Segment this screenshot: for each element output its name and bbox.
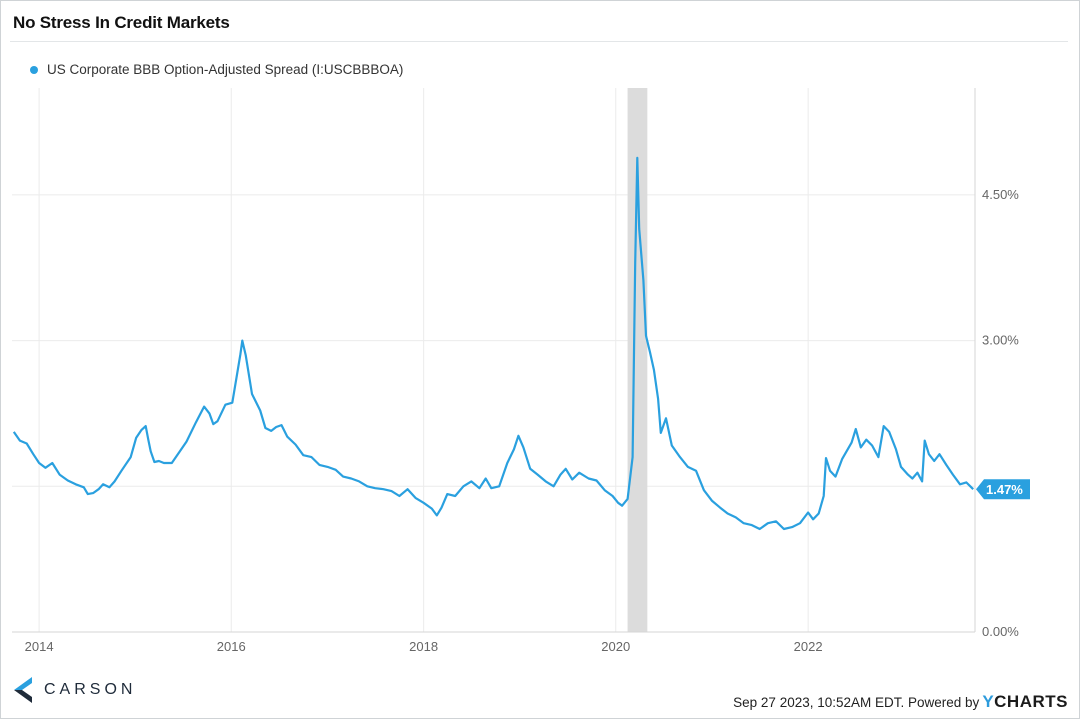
- series-line-usbbb-oas: [12, 156, 974, 531]
- footer-timestamp: Sep 27 2023, 10:52AM EDT. Powered by: [733, 694, 980, 710]
- x-tick-label: 2014: [25, 639, 54, 654]
- last-value-badge: 1.47%: [976, 479, 1030, 500]
- title-divider: [10, 41, 1068, 42]
- x-tick-label: 2016: [217, 639, 246, 654]
- recession-shading: [627, 88, 648, 632]
- y-tick-label: 0.00%: [982, 624, 1019, 639]
- chart-title: No Stress In Credit Markets: [13, 13, 230, 32]
- ycharts-logo[interactable]: YCHARTS: [982, 692, 1068, 712]
- x-tick-label: 2018: [409, 639, 438, 654]
- footer: Sep 27 2023, 10:52AM EDT. Powered by YCH…: [733, 692, 1068, 712]
- carson-chevron-icon: [14, 677, 32, 703]
- ycharts-logo-rest: CHARTS: [994, 692, 1068, 711]
- legend-marker: [30, 65, 38, 74]
- carson-logo-text: CARSON: [44, 681, 137, 698]
- last-value-badge-shape: [976, 479, 1030, 500]
- gridlines: [12, 88, 975, 633]
- carson-logo[interactable]: CARSON: [14, 677, 136, 703]
- last-value-label: 1.47%: [986, 482, 1023, 497]
- ycharts-logo-y: Y: [982, 692, 995, 711]
- y-tick-label: 3.00%: [982, 333, 1019, 348]
- x-tick-label: 2020: [601, 639, 630, 654]
- x-tick-label: 2022: [794, 639, 823, 654]
- legend-label: US Corporate BBB Option-Adjusted Spread …: [47, 62, 404, 77]
- y-tick-label: 4.50%: [982, 187, 1019, 202]
- recession-band: [627, 88, 648, 632]
- legend[interactable]: US Corporate BBB Option-Adjusted Spread …: [30, 62, 403, 77]
